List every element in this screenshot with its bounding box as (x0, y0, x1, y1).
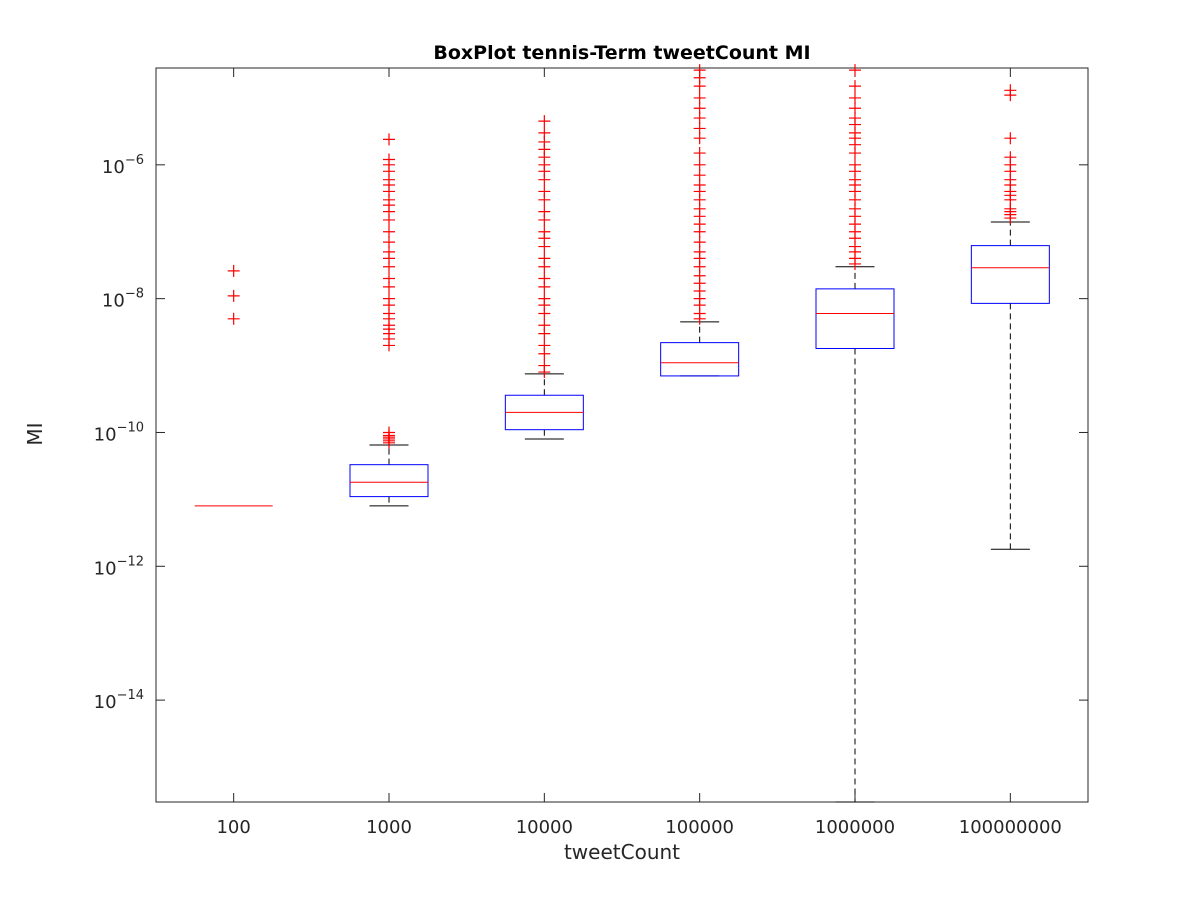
outlier-marker (227, 289, 240, 302)
outlier-marker (1004, 132, 1017, 145)
box-iqr (349, 464, 429, 498)
outlier-marker (693, 236, 706, 249)
outlier-marker (849, 91, 861, 104)
box-10000 (504, 115, 584, 440)
y-tick-label: 10−6 (102, 153, 144, 178)
y-axis-title: MI (23, 422, 47, 445)
box-100000 (660, 64, 740, 377)
outlier-marker (538, 185, 551, 198)
box-1000000 (815, 64, 895, 803)
outlier-marker (383, 153, 395, 166)
box-100000000 (970, 84, 1050, 550)
outlier-marker (693, 147, 706, 160)
outlier-marker (538, 272, 551, 285)
box-1000 (349, 133, 429, 507)
axes-frame (155, 67, 1089, 803)
outlier-marker (1004, 151, 1017, 164)
outlier-marker (538, 126, 551, 139)
outlier-marker (538, 115, 551, 128)
box-iqr (970, 245, 1050, 304)
outlier-marker (383, 236, 395, 249)
outlier-marker (693, 158, 706, 171)
y-tick-label: 10−10 (94, 420, 144, 445)
outlier-marker (849, 158, 861, 171)
outlier-marker (693, 122, 706, 135)
outlier-marker (538, 359, 551, 372)
outlier-marker (383, 292, 395, 305)
x-tick-label: 100000 (665, 817, 734, 838)
outlier-marker (538, 339, 551, 352)
outlier-marker (227, 312, 240, 325)
x-tick-label: 1000 (366, 817, 412, 838)
outlier-marker (227, 264, 240, 277)
outlier-marker (849, 80, 861, 93)
outlier-marker (538, 292, 551, 305)
outlier-marker (383, 426, 395, 439)
box-iqr (660, 342, 740, 377)
outlier-marker (849, 64, 861, 77)
x-tick-label: 1000000 (815, 817, 895, 838)
outlier-marker (383, 272, 395, 285)
box-iqr (815, 288, 895, 349)
outlier-marker (383, 133, 395, 146)
outlier-marker (538, 225, 551, 238)
box-100 (194, 264, 273, 507)
y-tick-label: 10−12 (94, 554, 144, 579)
outlier-marker (1004, 84, 1017, 97)
x-tick-label: 10000 (516, 817, 573, 838)
x-axis-title: tweetCount (564, 840, 680, 864)
plot-area: 10−14 10−12 10−10 10−8 10−6 100 1000 10000 10000… (94, 64, 1089, 838)
outlier-marker (693, 91, 706, 104)
chart-title: BoxPlot tennis-Term tweetCount MI (433, 42, 810, 64)
x-tick-label: 100 (216, 817, 250, 838)
outlier-marker (693, 102, 706, 115)
outlier-marker (538, 205, 551, 218)
y-tick-label: 10−8 (102, 287, 144, 312)
outlier-marker (538, 252, 551, 265)
outlier-marker (849, 102, 861, 115)
outlier-marker (383, 225, 395, 238)
outlier-marker (538, 319, 551, 332)
outlier-marker (693, 64, 706, 77)
y-tick-label: 10−14 (94, 688, 144, 713)
outlier-marker (693, 169, 706, 182)
x-tick-label: 100000000 (959, 817, 1062, 838)
